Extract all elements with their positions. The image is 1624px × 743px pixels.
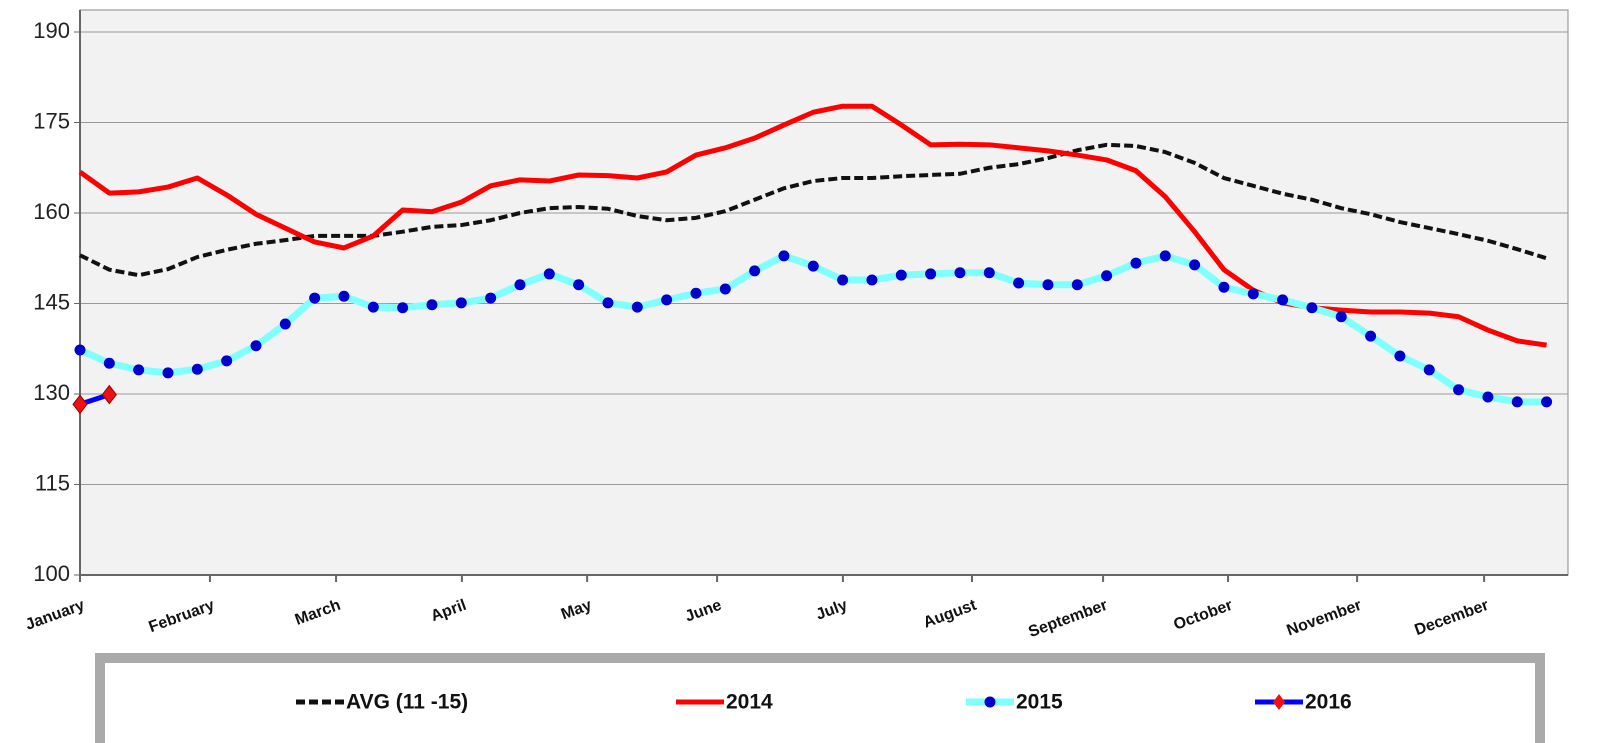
marker [1218, 281, 1230, 293]
marker [1482, 391, 1494, 403]
marker [309, 292, 321, 304]
marker [1159, 250, 1171, 262]
marker [895, 269, 907, 281]
series [79, 142, 1548, 278]
legend-marker [1273, 694, 1285, 710]
y-tick-label: 160 [33, 199, 70, 224]
marker [837, 274, 849, 286]
legend-label: 2015 [1016, 691, 1063, 714]
x-tick-label: March [293, 597, 343, 629]
marker [514, 279, 526, 291]
marker [1277, 294, 1289, 306]
marker [1306, 302, 1318, 314]
x-tick-label: April [429, 597, 469, 625]
marker [133, 364, 145, 376]
x-tick-label: May [559, 597, 594, 624]
marker [1189, 259, 1201, 271]
marker [1453, 384, 1465, 396]
y-tick-label: 145 [33, 289, 70, 314]
marker [661, 294, 673, 306]
x-tick-label: August [921, 597, 979, 632]
marker [807, 260, 819, 272]
marker [485, 292, 497, 304]
marker [1101, 270, 1113, 282]
legend-label: AVG (11 -15) [346, 691, 468, 714]
marker [1071, 279, 1083, 291]
x-tick-label: October [1171, 597, 1234, 634]
x-tick-label: July [814, 597, 850, 624]
series-line [79, 142, 1548, 278]
marker [1541, 396, 1553, 408]
series [74, 250, 1553, 408]
x-tick-label: September [1026, 597, 1110, 641]
marker [279, 318, 291, 330]
marker [983, 267, 995, 279]
marker [1394, 350, 1406, 362]
marker [1042, 279, 1054, 291]
x-tick-label: November [1285, 597, 1364, 640]
marker [101, 384, 117, 405]
marker [954, 267, 966, 279]
marker [925, 268, 937, 280]
marker [455, 297, 467, 309]
y-tick-label: 190 [33, 18, 70, 43]
legend-label: 2016 [1305, 691, 1352, 714]
x-tick-label: June [683, 597, 724, 626]
marker [103, 357, 115, 369]
marker [631, 301, 643, 313]
marker [602, 297, 614, 309]
marker [1511, 396, 1523, 408]
marker [1130, 257, 1142, 269]
legend-label: 2014 [726, 691, 773, 714]
marker [1423, 364, 1435, 376]
legend-marker [984, 696, 996, 708]
marker [1013, 277, 1025, 289]
marker [191, 363, 203, 375]
marker [866, 274, 878, 286]
marker [162, 367, 174, 379]
y-tick-label: 115 [35, 470, 70, 495]
marker [778, 250, 790, 262]
marker [367, 301, 379, 313]
x-tick-label: December [1412, 597, 1491, 639]
marker [250, 340, 262, 352]
marker [1335, 311, 1347, 323]
x-tick-label: January [23, 597, 87, 634]
y-tick-label: 130 [33, 380, 70, 405]
y-tick-label: 175 [33, 108, 70, 133]
marker [397, 302, 409, 314]
marker [1365, 330, 1377, 342]
marker [749, 265, 761, 277]
marker [74, 344, 86, 356]
series [72, 384, 117, 415]
marker [72, 394, 88, 415]
plot-area [79, 9, 1569, 576]
marker [543, 268, 555, 280]
marker [1247, 288, 1259, 300]
marker [690, 287, 702, 299]
y-tick-label: 100 [33, 561, 70, 586]
marker [719, 283, 731, 295]
marker [338, 290, 350, 302]
marker [426, 299, 438, 311]
marker [221, 355, 233, 367]
marker [573, 279, 585, 291]
x-tick-label: February [147, 597, 217, 636]
